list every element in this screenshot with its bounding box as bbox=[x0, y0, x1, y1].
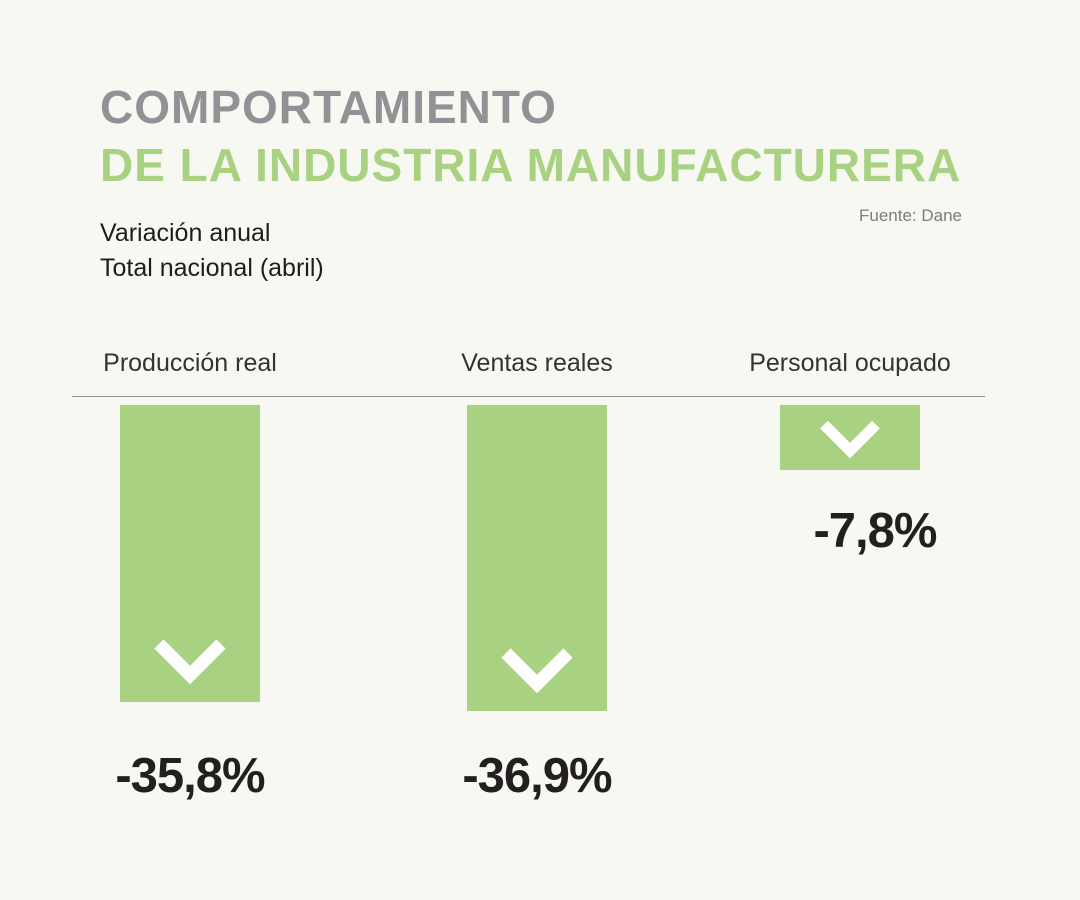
chevron-down-icon bbox=[154, 639, 226, 685]
bar-personal-ocupado bbox=[780, 405, 920, 470]
subtitle-total-nacional: Total nacional (abril) bbox=[100, 254, 324, 282]
bar-ventas-reales bbox=[467, 405, 607, 711]
value-label-produccion-real: -35,8% bbox=[115, 749, 265, 803]
source-label: Fuente: Dane bbox=[858, 206, 962, 225]
bar-produccion-real bbox=[120, 405, 260, 702]
column-label-ventas-reales: Ventas reales bbox=[461, 349, 613, 377]
value-label-ventas-reales: -36,9% bbox=[462, 749, 612, 803]
chart-title-line2: DE LA INDUSTRIA MANUFACTURERA bbox=[100, 139, 962, 191]
chart-title-line1: COMPORTAMIENTO bbox=[100, 81, 557, 133]
chevron-down-icon bbox=[820, 420, 880, 459]
baseline-divider bbox=[72, 396, 985, 397]
column-label-produccion-real: Producción real bbox=[103, 349, 277, 377]
subtitle-variacion-anual: Variación anual bbox=[100, 219, 271, 247]
value-label-personal-ocupado: -7,8% bbox=[813, 504, 937, 558]
chevron-down-icon bbox=[501, 648, 573, 694]
column-label-personal-ocupado: Personal ocupado bbox=[749, 349, 951, 377]
